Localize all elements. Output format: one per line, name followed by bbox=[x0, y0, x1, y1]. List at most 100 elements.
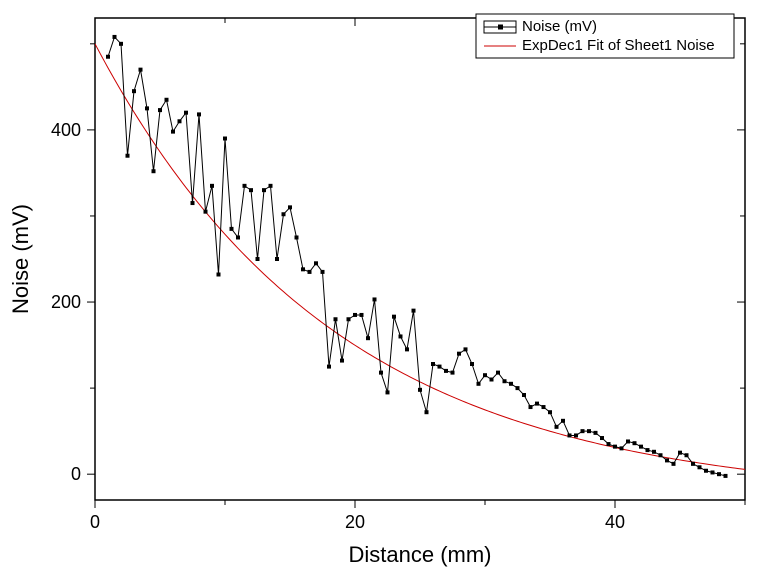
data-marker bbox=[477, 382, 481, 386]
data-marker bbox=[126, 154, 130, 158]
data-marker bbox=[470, 362, 474, 366]
data-marker bbox=[321, 270, 325, 274]
data-marker bbox=[158, 108, 162, 112]
data-marker bbox=[633, 441, 637, 445]
data-marker bbox=[574, 433, 578, 437]
data-marker bbox=[340, 359, 344, 363]
data-marker bbox=[704, 469, 708, 473]
data-marker bbox=[652, 450, 656, 454]
data-marker bbox=[503, 379, 507, 383]
data-marker bbox=[665, 458, 669, 462]
x-tick-label: 20 bbox=[345, 512, 365, 532]
data-marker bbox=[438, 365, 442, 369]
data-marker bbox=[516, 386, 520, 390]
data-marker bbox=[184, 111, 188, 115]
data-marker bbox=[548, 410, 552, 414]
data-marker bbox=[522, 393, 526, 397]
data-marker bbox=[314, 261, 318, 265]
data-marker bbox=[431, 362, 435, 366]
data-marker bbox=[197, 112, 201, 116]
data-marker bbox=[217, 272, 221, 276]
data-marker bbox=[269, 184, 273, 188]
data-marker bbox=[360, 313, 364, 317]
data-marker bbox=[581, 429, 585, 433]
data-marker bbox=[639, 445, 643, 449]
data-marker bbox=[236, 235, 240, 239]
data-marker bbox=[464, 347, 468, 351]
data-marker bbox=[399, 334, 403, 338]
data-marker bbox=[373, 297, 377, 301]
data-marker bbox=[119, 42, 123, 46]
data-marker bbox=[490, 378, 494, 382]
data-marker bbox=[457, 352, 461, 356]
data-marker bbox=[347, 317, 351, 321]
data-marker bbox=[483, 373, 487, 377]
data-marker bbox=[613, 445, 617, 449]
data-marker bbox=[249, 188, 253, 192]
data-marker bbox=[607, 442, 611, 446]
data-marker bbox=[301, 267, 305, 271]
y-tick-label: 0 bbox=[71, 464, 81, 484]
data-marker bbox=[139, 68, 143, 72]
data-marker bbox=[496, 371, 500, 375]
data-marker bbox=[106, 55, 110, 59]
data-marker bbox=[678, 451, 682, 455]
data-marker bbox=[386, 390, 390, 394]
x-tick-label: 40 bbox=[605, 512, 625, 532]
data-marker bbox=[282, 212, 286, 216]
data-marker bbox=[204, 210, 208, 214]
legend: Noise (mV) ExpDec1 Fit of Sheet1 Noise bbox=[476, 14, 734, 58]
data-marker bbox=[132, 89, 136, 93]
data-marker bbox=[113, 35, 117, 39]
data-marker bbox=[685, 453, 689, 457]
data-marker bbox=[698, 465, 702, 469]
data-marker bbox=[243, 184, 247, 188]
legend-label-data: Noise (mV) bbox=[522, 18, 597, 35]
data-marker bbox=[659, 453, 663, 457]
data-marker bbox=[691, 462, 695, 466]
data-marker bbox=[171, 130, 175, 134]
data-marker bbox=[392, 315, 396, 319]
data-marker bbox=[230, 227, 234, 231]
data-marker bbox=[587, 429, 591, 433]
data-marker bbox=[535, 402, 539, 406]
data-marker bbox=[262, 188, 266, 192]
data-marker bbox=[724, 474, 728, 478]
data-marker bbox=[191, 201, 195, 205]
data-marker bbox=[334, 317, 338, 321]
data-marker bbox=[327, 365, 331, 369]
data-marker bbox=[178, 119, 182, 123]
data-marker bbox=[405, 347, 409, 351]
data-marker bbox=[152, 169, 156, 173]
chart-svg: 02040Distance (mm)0200400Noise (mV)Noise… bbox=[0, 0, 761, 586]
data-marker bbox=[451, 371, 455, 375]
data-marker bbox=[672, 462, 676, 466]
data-marker bbox=[620, 446, 624, 450]
data-marker bbox=[717, 472, 721, 476]
data-marker bbox=[295, 235, 299, 239]
data-marker bbox=[379, 371, 383, 375]
data-marker bbox=[542, 405, 546, 409]
legend-data-marker bbox=[498, 25, 503, 30]
y-tick-label: 200 bbox=[51, 292, 81, 312]
legend-label-fit: ExpDec1 Fit of Sheet1 Noise bbox=[522, 37, 715, 54]
data-marker bbox=[626, 439, 630, 443]
data-marker bbox=[288, 205, 292, 209]
data-marker bbox=[366, 336, 370, 340]
data-marker bbox=[425, 410, 429, 414]
chart-background bbox=[0, 0, 761, 586]
y-tick-label: 400 bbox=[51, 120, 81, 140]
data-marker bbox=[594, 431, 598, 435]
data-marker bbox=[418, 388, 422, 392]
data-marker bbox=[555, 425, 559, 429]
data-marker bbox=[561, 419, 565, 423]
data-marker bbox=[256, 257, 260, 261]
data-marker bbox=[711, 470, 715, 474]
data-marker bbox=[210, 184, 214, 188]
data-marker bbox=[600, 436, 604, 440]
data-marker bbox=[165, 98, 169, 102]
data-marker bbox=[529, 405, 533, 409]
data-marker bbox=[223, 137, 227, 141]
data-marker bbox=[444, 369, 448, 373]
chart-container: 02040Distance (mm)0200400Noise (mV)Noise… bbox=[0, 0, 761, 586]
